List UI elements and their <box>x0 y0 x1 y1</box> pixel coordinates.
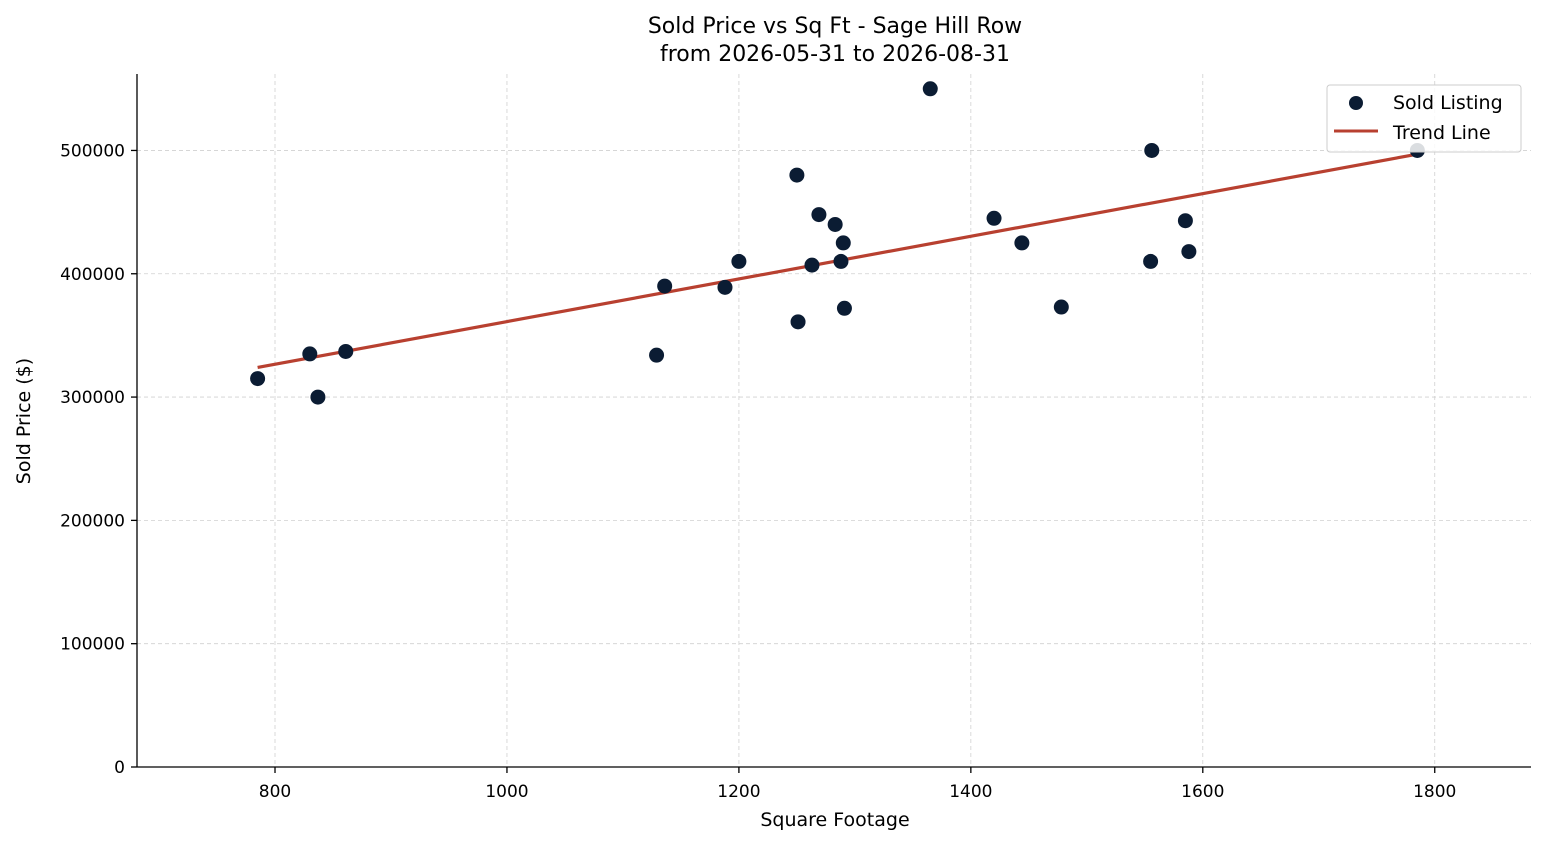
legend-label-trend-line: Trend Line <box>1392 122 1491 144</box>
scatter-point <box>1053 299 1069 315</box>
scatter-point <box>649 347 665 363</box>
scatter-point <box>250 371 266 387</box>
axes: 800 1000 1200 1400 1600 1800 0 100000 200000 3000… <box>60 74 1531 802</box>
scatter-point <box>657 278 673 294</box>
scatter-point <box>835 235 851 251</box>
grid-lines <box>137 74 1531 768</box>
legend: Sold Listing Trend Line <box>1326 84 1522 153</box>
scatter-point <box>827 216 843 232</box>
x-axis-label: Square Footage <box>760 809 909 831</box>
scatter-point <box>1143 253 1159 269</box>
chart-title: Sold Price vs Sq Ft - Sage Hill Row <box>648 14 1022 39</box>
scatter-point <box>731 253 747 269</box>
scatter-point <box>302 346 318 362</box>
scatter-point <box>804 257 820 273</box>
y-tick-label: 300000 <box>60 388 125 408</box>
scatter-point <box>789 167 805 183</box>
scatter-point <box>1181 244 1197 260</box>
scatter-point <box>811 207 827 223</box>
y-tick-label: 400000 <box>60 265 125 285</box>
scatter-point <box>836 300 852 316</box>
y-tick-label: 0 <box>114 758 125 778</box>
scatter-point <box>338 343 354 359</box>
chart-subtitle: from 2026-05-31 to 2026-08-31 <box>660 42 1010 67</box>
legend-label-sold-listing: Sold Listing <box>1393 92 1503 114</box>
x-tick-label: 1200 <box>717 782 760 802</box>
scatter-point <box>717 279 733 295</box>
x-tick-label: 1400 <box>949 782 992 802</box>
scatter-point <box>790 314 806 330</box>
y-tick-label: 200000 <box>60 511 125 531</box>
x-tick-label: 1800 <box>1413 782 1456 802</box>
scatter-points <box>250 81 1425 405</box>
legend-marker-sold-listing <box>1349 96 1363 110</box>
scatter-point <box>1014 235 1030 251</box>
scatter-point <box>1177 213 1193 229</box>
scatter-point <box>1144 142 1160 158</box>
y-axis-label: Sold Price ($) <box>13 358 35 484</box>
x-tick-label: 1000 <box>485 782 528 802</box>
scatter-point <box>922 81 938 97</box>
x-tick-label: 1600 <box>1181 782 1224 802</box>
legend-box <box>1326 84 1522 153</box>
y-tick-label: 500000 <box>60 141 125 161</box>
scatter-point <box>986 210 1002 226</box>
x-tick-label: 800 <box>259 782 291 802</box>
y-tick-label: 100000 <box>60 635 125 655</box>
scatter-point <box>310 389 326 405</box>
scatter-point <box>833 253 849 269</box>
